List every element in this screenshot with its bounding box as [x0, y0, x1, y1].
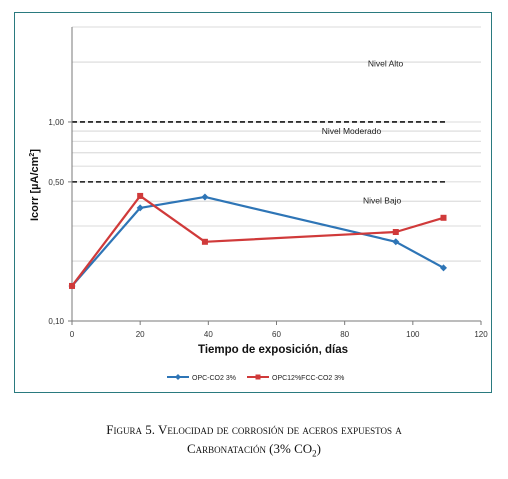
data-point — [392, 238, 400, 246]
legend-marker — [255, 374, 261, 380]
chart-frame: 0 20 40 60 80 100 120 0,10 0,50 1,00 Nivel Alto Ni… — [14, 12, 492, 393]
series-layer — [68, 192, 448, 290]
data-point — [136, 204, 144, 212]
caption-line-2-sub: 2 — [312, 448, 317, 459]
zone-label: Nivel Alto — [368, 58, 404, 68]
y-tick-label: 0,10 — [48, 317, 64, 326]
data-point — [440, 214, 447, 221]
data-point — [392, 228, 399, 235]
x-tick-label: 40 — [204, 330, 213, 339]
caption-line-1: Figura 5. Velocidad de corrosión de acer… — [106, 422, 402, 437]
caption-line-2-suffix: ) — [316, 441, 321, 456]
y-tick-label: 1,00 — [48, 118, 64, 127]
axes-layer: 0 20 40 60 80 100 120 0,10 0,50 1,00 — [48, 27, 488, 339]
legend-label: OPC-CO2 3% — [192, 375, 236, 382]
legend-marker — [175, 374, 181, 380]
x-tick-label: 20 — [136, 330, 145, 339]
y-axis-title: Icorr [µA/cm2] — [29, 149, 41, 221]
legend-label: OPC12%FCC-CO2 3% — [272, 375, 344, 382]
data-point — [201, 238, 208, 245]
x-axis-title: Tiempo de exposición, días — [198, 344, 348, 356]
threshold-layer — [72, 121, 447, 183]
x-tick-label: 120 — [474, 330, 488, 339]
caption-line-2-prefix: Carbonatación (3% CO — [186, 441, 313, 456]
x-tick-label: 60 — [272, 330, 281, 339]
series-line — [71, 195, 445, 287]
data-point — [440, 264, 448, 272]
caption-line-2: Carbonatación (3% CO2) — [0, 439, 508, 464]
y-axis-title-end: ] — [29, 149, 41, 153]
x-tick-label: 80 — [340, 330, 349, 339]
x-tick-label: 0 — [70, 330, 75, 339]
zone-label: Nivel Bajo — [363, 195, 402, 205]
data-point — [69, 282, 75, 289]
y-tick-label: 0,50 — [48, 178, 64, 187]
legend-layer: OPC-CO2 3% OPC12%FCC-CO2 3% — [167, 374, 344, 382]
data-point — [201, 193, 209, 201]
y-axis-title-text: Icorr [µA/cm — [29, 156, 41, 221]
x-tick-label: 100 — [406, 330, 420, 339]
data-point — [137, 192, 144, 199]
zone-label: Nivel Moderado — [322, 126, 382, 136]
y-axis-title-sup: 2 — [29, 153, 36, 157]
figure-caption: Figura 5. Velocidad de corrosión de acer… — [0, 420, 508, 464]
zone-layer: Nivel Alto Nivel Moderado Nivel Bajo — [322, 58, 404, 205]
